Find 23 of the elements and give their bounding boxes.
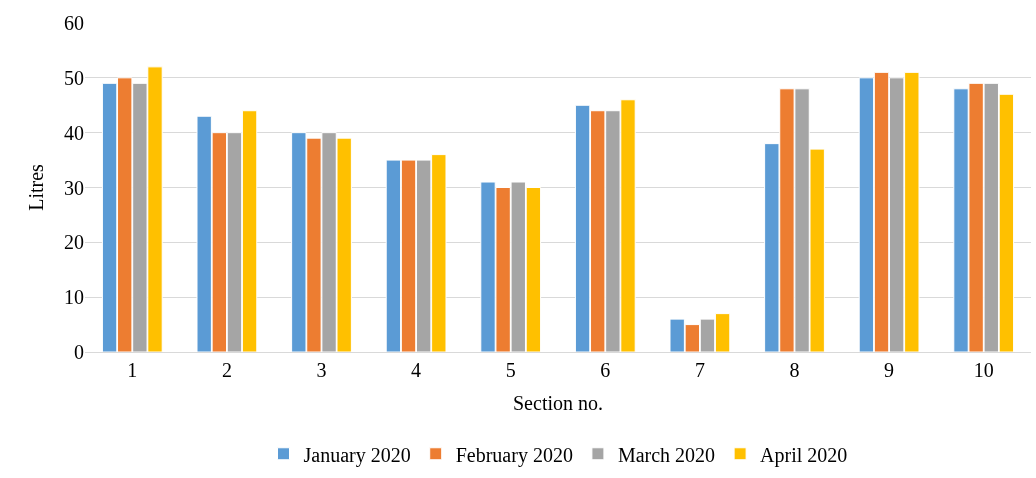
- y-tick-label: 10: [64, 286, 84, 309]
- y-tick-label: 40: [64, 121, 84, 144]
- x-tick-label: 9: [884, 359, 895, 381]
- y-axis-title: Litres: [24, 163, 47, 211]
- legend-label: January 2020: [303, 443, 411, 467]
- x-tick-label: 5: [505, 359, 516, 381]
- x-tick-label: 10: [973, 359, 994, 381]
- y-tick-label: 20: [64, 231, 84, 254]
- legend-label: March 2020: [617, 443, 716, 466]
- y-tick-label: 0: [74, 341, 84, 363]
- x-tick-label: 8: [789, 359, 800, 381]
- y-tick-label: 60: [64, 12, 84, 34]
- x-tick-label: 7: [694, 359, 705, 381]
- x-tick-label: 2: [221, 359, 232, 381]
- x-tick-label: 1: [127, 359, 138, 381]
- legend-label: April 2020: [760, 443, 848, 467]
- x-tick-label: 4: [411, 359, 422, 381]
- x-axis-title: Section no.: [513, 391, 603, 414]
- legend-label: February 2020: [455, 443, 573, 467]
- x-tick-label: 6: [600, 359, 611, 381]
- y-tick-label: 50: [64, 66, 84, 89]
- y-tick-label: 30: [64, 176, 84, 199]
- x-tick-label: 3: [316, 359, 327, 381]
